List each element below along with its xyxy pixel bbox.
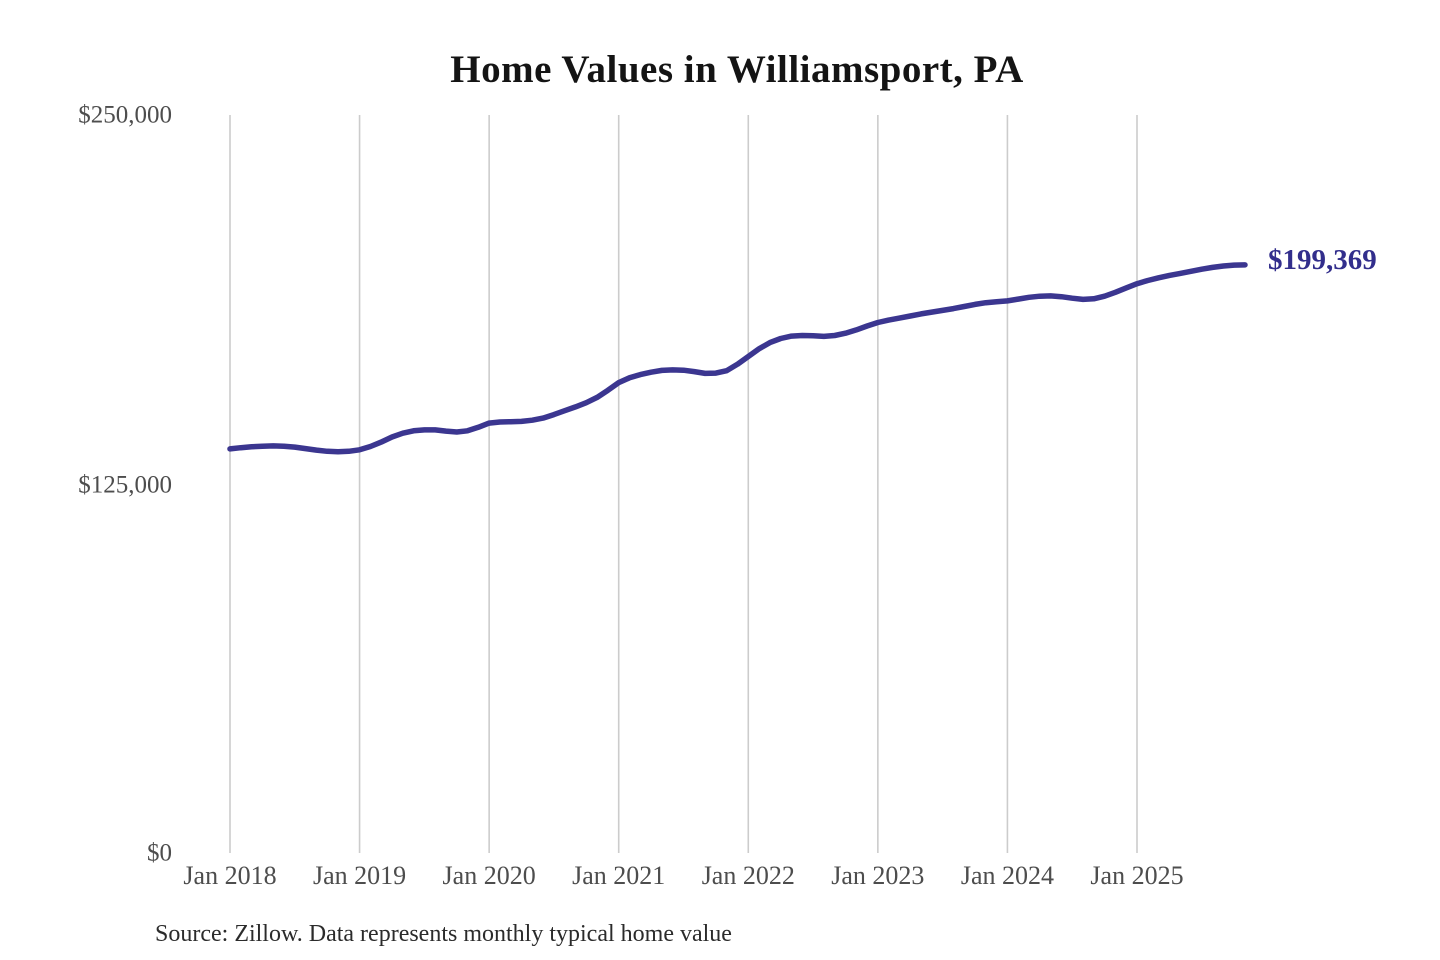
x-tick-label: Jan 2025 <box>1090 861 1183 890</box>
x-axis: Jan 2018 Jan 2019 Jan 2020 Jan 2021 Jan 2022… <box>183 861 1183 890</box>
y-tick-label-0: $0 <box>147 840 172 867</box>
y-tick-label-250000: $250,000 <box>78 102 172 129</box>
last-value-annotation: $199,369 <box>1268 244 1377 276</box>
y-axis: $250,000 $125,000 $0 <box>78 102 172 867</box>
x-tick-label: Jan 2019 <box>313 861 406 890</box>
x-tick-label: Jan 2021 <box>572 861 665 890</box>
x-tick-label: Jan 2018 <box>183 861 276 890</box>
home-value-line <box>227 262 1248 455</box>
x-tick-label: Jan 2023 <box>831 861 924 890</box>
y-tick-label-125000: $125,000 <box>78 472 172 499</box>
gridlines <box>229 115 1138 853</box>
x-tick-label: Jan 2024 <box>961 861 1054 890</box>
chart-title: Home Values in Williamsport, PA <box>450 48 1023 91</box>
x-tick-label: Jan 2020 <box>443 861 536 890</box>
x-tick-label: Jan 2022 <box>702 861 795 890</box>
source-note: Source: Zillow. Data represents monthly … <box>155 921 732 947</box>
